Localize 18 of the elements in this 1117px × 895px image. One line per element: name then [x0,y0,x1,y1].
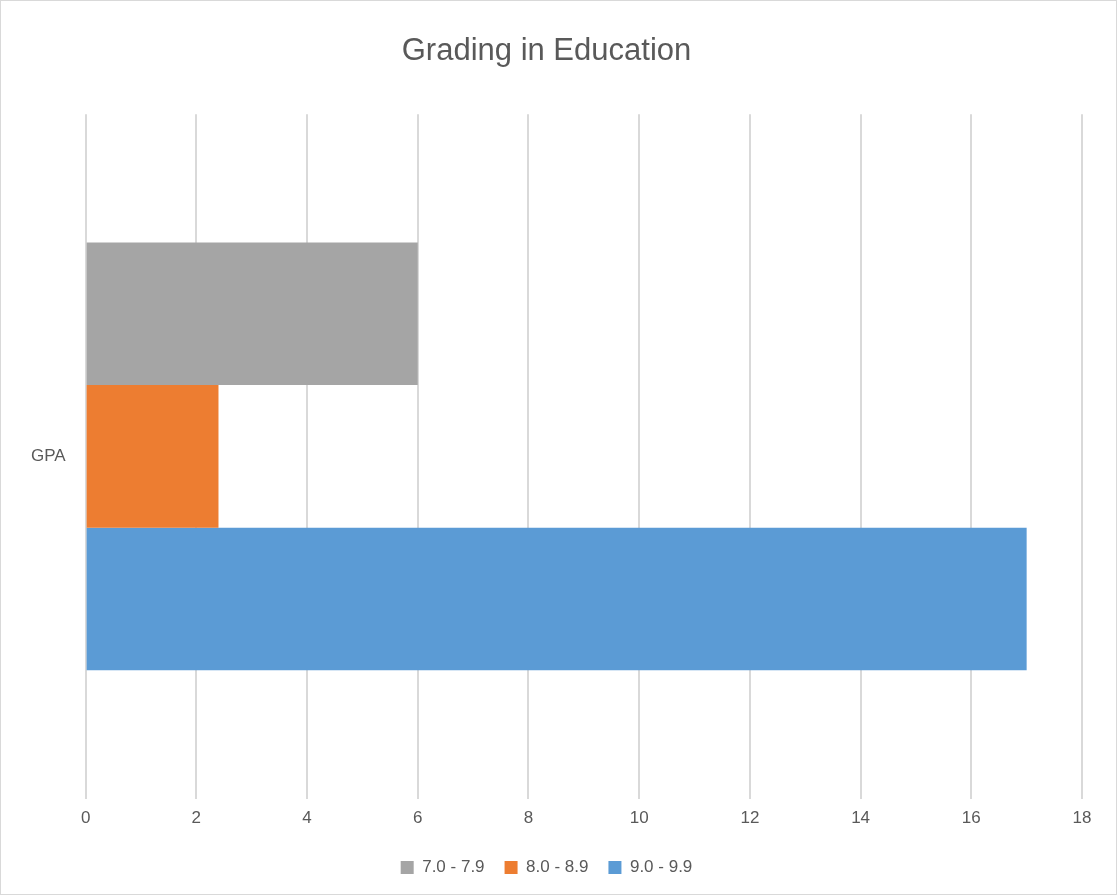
x-tick-label: 0 [80,808,91,828]
x-tick-label: 4 [302,808,312,828]
x-tick-label: 16 [961,808,981,828]
x-tick-label: 10 [629,808,649,828]
x-tick-label: 14 [851,808,871,828]
bar [86,527,1027,671]
y-tick-label: GPA [31,446,67,466]
x-tick-label: 8 [523,808,534,828]
legend-label: 8.0 - 8.9 [526,857,589,877]
chart-title: Grading in Education [401,32,692,68]
x-tick-label: 18 [1072,808,1092,828]
x-tick-label: 6 [413,808,423,828]
x-tick-label: 2 [191,808,202,828]
bar [86,385,219,528]
bar [86,242,418,386]
legend-label: 9.0 - 9.9 [629,857,693,877]
x-tick-label: 12 [740,808,760,828]
legend-label: 7.0 - 7.9 [422,857,485,877]
